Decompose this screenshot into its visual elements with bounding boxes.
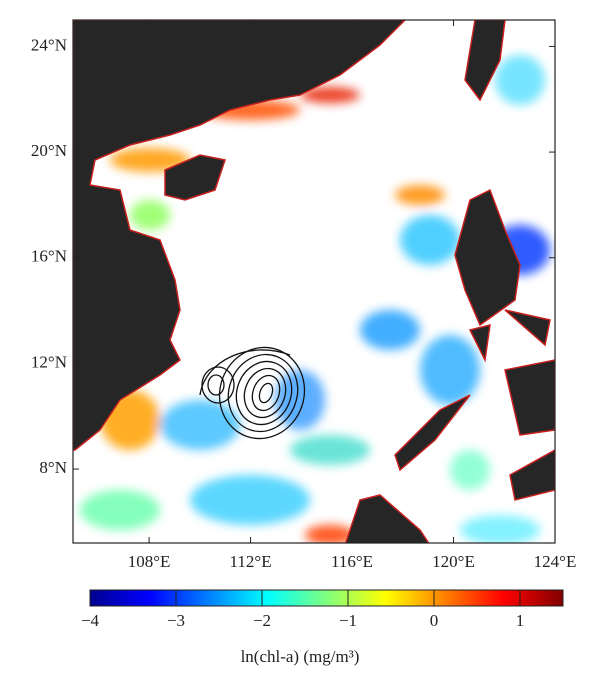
colorbar-tick-label: −1	[339, 611, 357, 630]
x-tick-label: 116°E	[331, 552, 373, 571]
y-tick-label: 12°N	[31, 352, 67, 371]
colorbar-tick-label: −2	[253, 611, 271, 630]
colorbar	[89, 589, 564, 607]
contours	[199, 346, 306, 440]
y-tick-label: 20°N	[31, 141, 67, 160]
x-tick-label: 120°E	[432, 552, 475, 571]
x-tick-label: 108°E	[128, 552, 171, 571]
colorbar-label: ln(chl-a) (mg/m³)	[241, 647, 360, 666]
y-tick-label: 24°N	[31, 35, 67, 54]
x-tick-label: 124°E	[534, 552, 577, 571]
x-tick-label: 112°E	[230, 552, 272, 571]
map-area	[73, 20, 555, 543]
colorbar-tick-label: 0	[430, 611, 439, 630]
land	[73, 20, 555, 543]
colorbar-tick-label: −3	[167, 611, 185, 630]
colorbar-tick-label: −4	[81, 611, 100, 630]
colorbar-tick-label: 1	[516, 611, 525, 630]
y-tick-label: 16°N	[31, 247, 67, 266]
y-tick-label: 8°N	[39, 458, 67, 477]
map-frame	[72, 19, 556, 544]
